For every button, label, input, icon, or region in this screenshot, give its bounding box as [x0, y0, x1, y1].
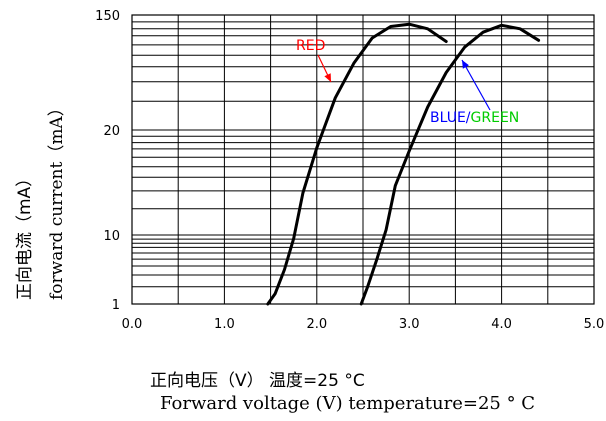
x-tick-label: 5.0 — [584, 317, 605, 332]
x-tick-label: 3.0 — [399, 317, 420, 332]
y-axis-label-en: forward current（mA） — [47, 99, 67, 300]
chart-grid — [131, 14, 595, 305]
y-tick-label: 10 — [103, 229, 120, 244]
y-tick-label: 150 — [95, 9, 120, 24]
red-annotation: RED — [296, 38, 325, 54]
y-axis-label-cn: 正向电流（mA） — [15, 170, 35, 300]
x-axis-label-cn: 正向电压（V） 温度=25 °C — [150, 371, 365, 391]
y-tick-label: 1 — [112, 298, 120, 313]
x-tick-label: 4.0 — [491, 317, 512, 332]
y-tick-label: 20 — [103, 124, 120, 139]
x-axis-label-en: Forward voltage (V) temperature=25 ° C — [160, 393, 536, 414]
x-tick-label: 0.0 — [122, 317, 143, 332]
plot-frame — [131, 14, 595, 305]
chart-curves — [266, 22, 541, 306]
red-annotation-arrow — [317, 54, 332, 83]
x-tick-label: 1.0 — [214, 317, 235, 332]
chart-ticks: 0.0 1.0 2.0 3.0 4.0 5.0 1 10 20 150 — [95, 9, 604, 332]
blue-green-annotation: BLUE/GREEN — [430, 110, 519, 126]
series-line-blue-green — [359, 23, 541, 306]
green-annotation: GREEN — [471, 110, 520, 126]
blue-annotation-arrow — [461, 59, 491, 111]
series-line-red — [266, 22, 448, 306]
x-tick-label: 2.0 — [306, 317, 327, 332]
blue-annotation: BLUE/ — [430, 110, 471, 126]
